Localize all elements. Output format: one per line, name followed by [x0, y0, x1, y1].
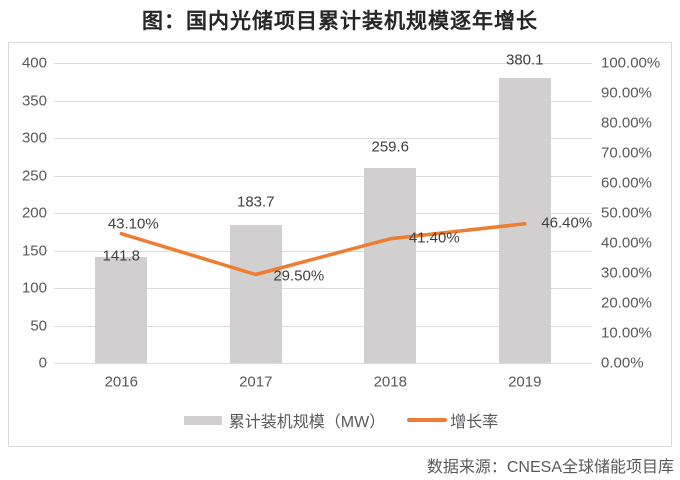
chart-frame: 0 50 100 150 200 250 300 350 400 0.00% 10.00% 20.00… — [8, 42, 672, 447]
chart-title: 图：国内光储项目累计装机规模逐年增长 — [142, 10, 538, 33]
gridline — [54, 363, 592, 364]
right-axis-tick: 60.00% — [601, 174, 652, 192]
legend-item: 增长率 — [407, 408, 498, 432]
right-axis-tick: 30.00% — [601, 264, 652, 282]
left-axis-tick: 350 — [21, 92, 47, 109]
x-axis-label-2018: 2018 — [373, 373, 407, 391]
bar-value-label: 141.8 — [102, 247, 141, 265]
source-note: 数据来源：CNESA全球储能项目库 — [426, 459, 674, 476]
right-axis-tick: 70.00% — [601, 144, 652, 162]
growth-rate-label: 46.40% — [541, 214, 593, 232]
left-axis-tick: 200 — [21, 204, 47, 222]
gridline — [54, 213, 592, 214]
legend-item: 累计装机规模（MW） — [183, 408, 386, 432]
left-axis-tick: 400 — [21, 54, 47, 72]
right-axis-tick: 20.00% — [601, 294, 652, 312]
x-axis-label-2016: 2016 — [104, 373, 138, 391]
right-axis-tick: 10.00% — [601, 324, 652, 342]
gridline — [54, 175, 592, 177]
legend: 累计装机规模（MW） 增长率 — [9, 408, 673, 432]
left-axis-tick: 50 — [30, 317, 47, 334]
bar-2019 — [498, 77, 551, 363]
legend-label: 累计装机规模（MW） — [228, 414, 386, 431]
x-axis-label-2019: 2019 — [508, 373, 542, 391]
bar-value-label: 259.6 — [371, 138, 410, 156]
left-axis-tick: 300 — [21, 129, 47, 147]
right-axis-tick: 100.00% — [601, 54, 661, 72]
left-axis-tick: 150 — [21, 242, 47, 259]
legend-line-swatch — [407, 418, 448, 422]
growth-rate-label: 43.10% — [107, 215, 159, 233]
gridline — [54, 325, 592, 327]
gridline — [54, 63, 592, 64]
right-axis-tick: 50.00% — [601, 204, 652, 222]
gridline — [54, 138, 592, 139]
gridline — [54, 288, 592, 289]
right-axis-tick: 40.00% — [601, 234, 652, 252]
bar-value-label: 183.7 — [236, 193, 275, 211]
legend-label: 增长率 — [450, 414, 499, 431]
x-axis-label-2017: 2017 — [239, 373, 273, 391]
growth-rate-label: 41.40% — [408, 229, 460, 247]
left-axis-tick: 250 — [21, 167, 47, 184]
bar-value-label: 380.1 — [505, 51, 544, 69]
gridline — [54, 250, 592, 252]
growth-rate-label: 29.50% — [273, 267, 325, 284]
right-axis-tick: 80.00% — [601, 114, 652, 132]
left-axis-tick: 100 — [21, 279, 47, 297]
bar-2018 — [364, 168, 417, 363]
right-axis-tick: 90.00% — [601, 84, 652, 102]
growth-rate-line — [119, 222, 527, 277]
bar-2017 — [229, 225, 282, 363]
bar-2016 — [95, 256, 148, 363]
gridline — [54, 100, 592, 102]
left-axis-tick: 0 — [38, 354, 47, 372]
legend-bar-swatch — [183, 415, 222, 425]
right-axis-tick: 0.00% — [601, 354, 644, 372]
